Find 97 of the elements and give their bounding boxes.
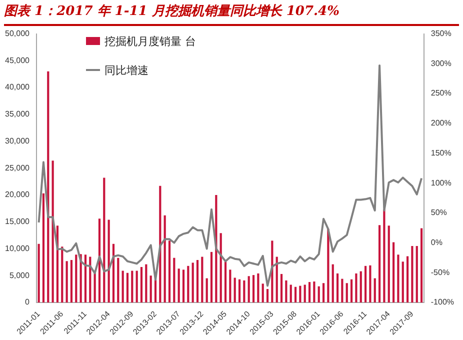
- legend-label: 挖掘机月度销量 台: [104, 34, 196, 49]
- y-tick-label: 35,000: [5, 110, 30, 119]
- bar: [108, 220, 110, 302]
- y-tick-label: 25,000: [5, 163, 30, 172]
- bar: [94, 272, 96, 302]
- bar: [178, 268, 180, 302]
- y-tick-label: 15,000: [5, 217, 30, 226]
- y-tick-label: 10,000: [5, 244, 30, 253]
- bar: [308, 282, 311, 302]
- bar: [248, 276, 250, 302]
- bar: [313, 281, 316, 302]
- chart-title: 图表 1：2017 年 1-11 月挖掘机销量同比增长 107.4%: [4, 2, 459, 26]
- bar: [322, 283, 325, 302]
- bar: [201, 256, 204, 302]
- bar: [350, 279, 353, 302]
- bar: [164, 215, 166, 302]
- bar: [182, 270, 185, 302]
- bar: [266, 289, 269, 302]
- y-tick-label: 40,000: [5, 82, 30, 92]
- bar: [229, 270, 232, 302]
- bar: [406, 256, 409, 302]
- y-tick-label: 20,000: [5, 190, 30, 200]
- y2-tick-label: 200%: [430, 118, 452, 128]
- bar: [173, 258, 176, 302]
- bar: [397, 254, 400, 302]
- y2-tick-label: 0%: [430, 238, 442, 247]
- bar: [336, 273, 339, 302]
- bar: [355, 273, 358, 302]
- bar: [411, 246, 414, 302]
- bar: [327, 228, 330, 302]
- bar: [378, 225, 381, 302]
- bar: [117, 258, 120, 302]
- bar: [70, 260, 73, 302]
- bar: [364, 266, 367, 302]
- bar: [168, 240, 171, 302]
- bar: [304, 284, 306, 302]
- y2-tick-label: -100%: [430, 298, 454, 307]
- y-tick-label: 0: [25, 298, 30, 307]
- y-tick-label: 5,000: [9, 270, 30, 280]
- y-tick-label: 45,000: [5, 56, 30, 65]
- bar: [103, 178, 106, 302]
- y-tick-label: 50,000: [5, 29, 30, 38]
- bar: [332, 264, 334, 302]
- bar: [220, 233, 222, 302]
- bar: [341, 278, 344, 302]
- bar: [122, 270, 124, 302]
- bar: [262, 284, 264, 302]
- bar: [276, 256, 278, 302]
- y2-tick-label: 100%: [430, 178, 452, 188]
- bar: [374, 278, 376, 302]
- bar: [257, 273, 260, 302]
- bar: [252, 275, 255, 302]
- bar: [75, 254, 78, 302]
- bar: [150, 276, 152, 302]
- legend-label: 同比增速: [104, 62, 148, 78]
- bar: [402, 262, 404, 302]
- bar: [318, 286, 320, 302]
- bar: [238, 279, 241, 302]
- bar: [416, 246, 418, 302]
- bar: [290, 284, 292, 302]
- bar: [360, 271, 362, 302]
- y2-tick-label: 350%: [430, 29, 452, 38]
- bar: [126, 272, 129, 302]
- bar: [187, 266, 190, 302]
- bar: [210, 252, 213, 302]
- bar: [84, 254, 87, 302]
- bar: [280, 274, 283, 302]
- bar: [420, 228, 423, 302]
- y2-tick-label: 150%: [430, 148, 452, 158]
- bar: [38, 244, 40, 302]
- bar: [285, 280, 288, 302]
- bar: [154, 279, 157, 302]
- bar: [383, 210, 386, 302]
- y2-tick-label: 50%: [430, 208, 447, 218]
- bar: [131, 270, 134, 302]
- y2-tick-label: 250%: [430, 88, 452, 98]
- bar: [145, 264, 148, 302]
- bar: [294, 286, 297, 302]
- bar: [369, 265, 372, 302]
- bar: [196, 260, 199, 302]
- y2-tick-label: 300%: [430, 58, 452, 68]
- bar: [299, 286, 302, 302]
- bar: [243, 280, 246, 302]
- bar: [206, 278, 208, 302]
- bar: [234, 278, 236, 302]
- bar: [346, 283, 348, 302]
- bar: [140, 266, 143, 302]
- y-tick-label: 30,000: [5, 136, 30, 146]
- bar: [42, 193, 45, 302]
- bar: [392, 242, 395, 302]
- bar: [224, 262, 227, 302]
- y2-tick-label: -50%: [430, 268, 450, 277]
- bar: [66, 261, 68, 302]
- bar: [136, 270, 138, 302]
- bar: [61, 246, 64, 302]
- bar: [192, 262, 194, 302]
- bar: [388, 226, 390, 302]
